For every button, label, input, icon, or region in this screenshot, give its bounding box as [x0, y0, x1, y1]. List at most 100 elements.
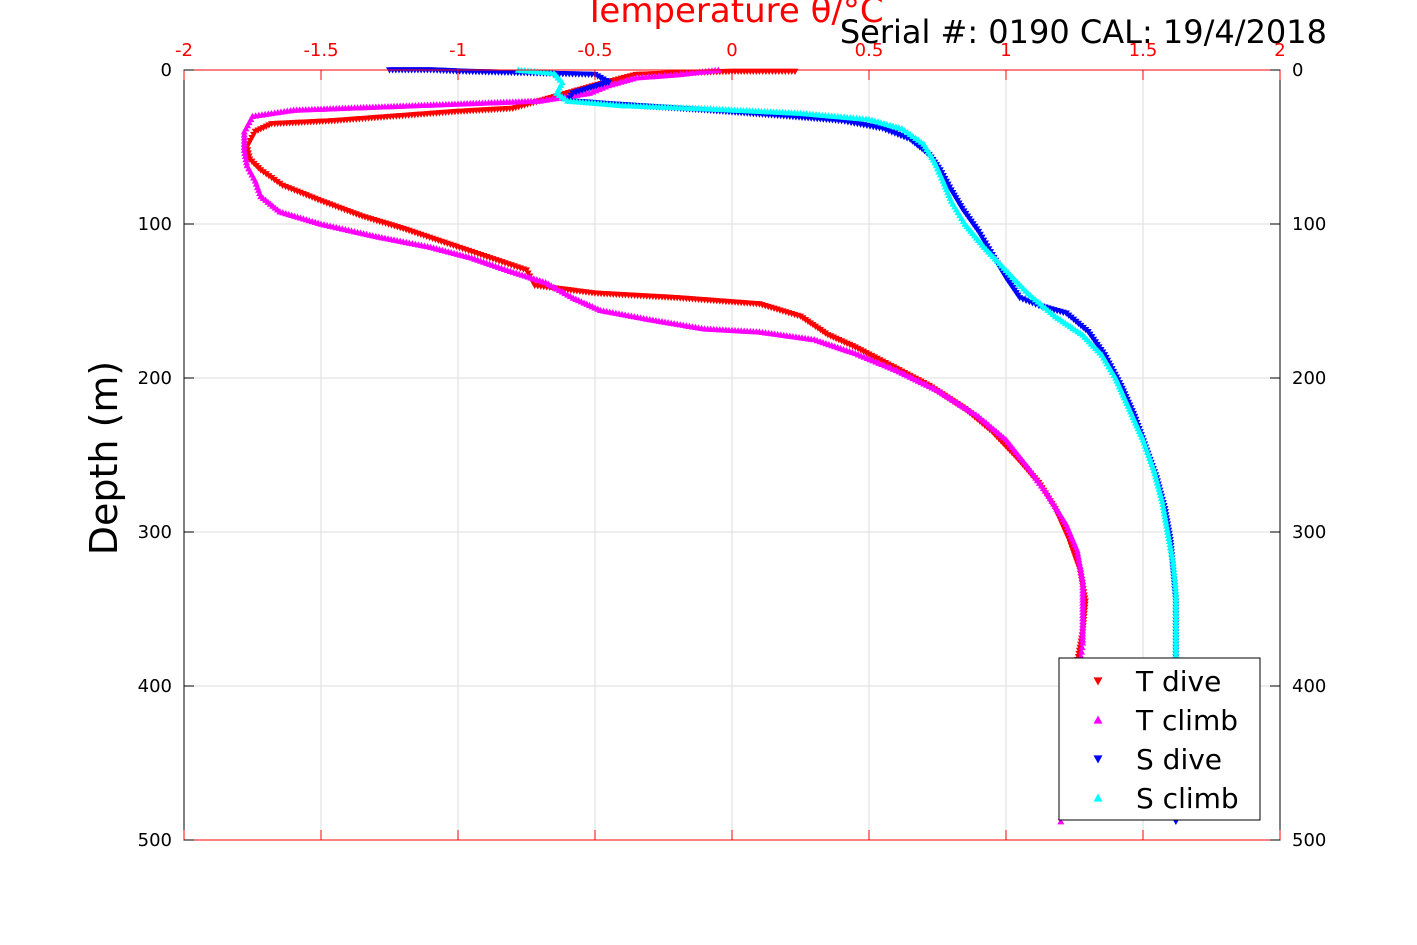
data-point [1169, 559, 1177, 566]
y-tick-label-left: 100 [138, 214, 172, 235]
data-point [1075, 556, 1083, 563]
data-point [1167, 546, 1175, 554]
data-point [1171, 580, 1179, 588]
data-point [1171, 583, 1179, 591]
data-point [1161, 513, 1169, 520]
y-tick-label-right: 500 [1292, 830, 1326, 851]
x-tick-label: -0.5 [577, 40, 612, 61]
data-point [1164, 528, 1172, 535]
y-tick-label-right: 400 [1292, 676, 1326, 697]
data-point [1160, 510, 1168, 517]
data-point [1073, 546, 1081, 554]
data-point [1167, 550, 1175, 557]
data-point [1165, 534, 1173, 541]
legend-marker [1093, 715, 1103, 724]
data-point [1169, 556, 1177, 563]
data-point [1171, 574, 1179, 581]
data-point [1163, 525, 1171, 532]
legend-label: T dive [1135, 665, 1221, 698]
data-point [1164, 531, 1172, 538]
data-point [1169, 562, 1177, 569]
data-point [1154, 482, 1162, 489]
data-point [240, 146, 248, 153]
data-point [1157, 491, 1165, 498]
legend-marker [1093, 677, 1103, 686]
y-tick-label-right: 100 [1292, 214, 1326, 235]
data-point [1156, 488, 1164, 495]
legend: T dive T climb S dive S climb [1058, 657, 1261, 821]
y-tick-label-left: 0 [161, 60, 172, 81]
data-point [1078, 643, 1086, 651]
x-tick-label: 1.5 [1129, 40, 1158, 61]
data-point [1161, 516, 1169, 523]
data-point [1057, 818, 1065, 825]
y-tick-label-left: 300 [138, 522, 172, 543]
y-tick-label-left: 200 [138, 368, 172, 389]
series-t-dive [243, 68, 1089, 667]
tick-marks [183, 69, 1281, 841]
data-point [1078, 574, 1086, 581]
x-tick-label: -1.5 [303, 40, 338, 61]
data-point [1170, 568, 1178, 575]
series-t-climb [240, 66, 1087, 825]
data-point [1150, 466, 1158, 474]
legend-label: T climb [1135, 704, 1238, 737]
data-points [240, 66, 1180, 826]
data-point [242, 158, 250, 166]
data-point [1171, 577, 1179, 585]
y-axis-title: Depth (m) [82, 361, 126, 556]
data-point [1157, 494, 1165, 501]
data-point [1170, 565, 1178, 572]
data-point [1075, 559, 1083, 566]
x-tick-label: -1 [449, 40, 467, 61]
y-tick-label-right: 0 [1292, 60, 1303, 81]
data-point [1166, 540, 1174, 548]
legend-marker [1093, 755, 1103, 764]
y-tick-label-right: 200 [1292, 368, 1326, 389]
data-point [1079, 639, 1087, 646]
data-point [241, 152, 249, 160]
data-point [1166, 543, 1174, 551]
data-point [1078, 571, 1086, 578]
data-point [1076, 562, 1084, 569]
data-point [241, 149, 249, 156]
data-point [1168, 553, 1176, 560]
data-point [1172, 651, 1180, 658]
y-tick-label-left: 500 [138, 830, 172, 851]
y-tick-label-left: 400 [138, 676, 172, 697]
x-tick-labels: -2 -1.5 -1 -0.5 0 0.5 1 1.5 2 [175, 40, 1286, 61]
legend-label: S climb [1136, 782, 1239, 815]
data-point [1074, 553, 1082, 560]
data-point [1170, 571, 1178, 578]
data-point [1153, 479, 1161, 486]
data-point [1155, 485, 1163, 492]
data-point [1078, 648, 1086, 655]
data-point [1152, 476, 1160, 483]
x-tick-label: 0.5 [855, 40, 884, 61]
data-point [1159, 500, 1167, 508]
data-point [1077, 568, 1085, 575]
y-tick-labels: 0 0 100 100 200 200 300 300 400 400 500 500 [138, 60, 1327, 851]
y-tick-label-right: 300 [1292, 522, 1326, 543]
data-point [1074, 550, 1082, 557]
x-tick-label: 1 [1000, 40, 1011, 61]
x-tick-label: 0 [726, 40, 737, 61]
x-tick-label: -2 [175, 40, 193, 61]
data-point [1152, 473, 1160, 480]
data-point [1160, 506, 1168, 514]
data-point [1151, 469, 1159, 477]
data-point [1159, 503, 1167, 511]
legend-box [1058, 657, 1261, 821]
data-point [1162, 519, 1170, 526]
data-point [1165, 537, 1173, 545]
data-point [1077, 565, 1085, 572]
x-axis-title: Temperature θ/°C [583, 0, 883, 31]
legend-marker [1093, 793, 1103, 802]
series-s-climb [514, 66, 1180, 658]
data-point [1163, 522, 1171, 529]
x-tick-label: 2 [1274, 40, 1285, 61]
serial-calibration-label: Serial #: 0190 CAL: 19/4/2018 [840, 13, 1327, 51]
data-point [1172, 587, 1180, 594]
data-point [1158, 497, 1166, 504]
